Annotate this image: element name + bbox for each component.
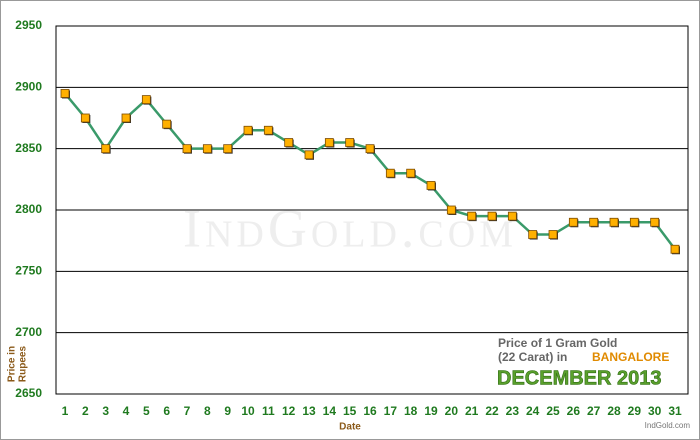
x-tick-label: 27 <box>587 404 601 418</box>
annotation-city: BANGALORE <box>592 350 669 364</box>
y-tick-label: 2650 <box>15 386 42 400</box>
y-tick-label: 2800 <box>15 202 42 216</box>
marker <box>263 125 273 135</box>
x-tick-label: 11 <box>262 404 275 418</box>
marker <box>507 211 517 221</box>
marker <box>528 230 538 239</box>
y-tick-label: 2900 <box>15 80 42 94</box>
marker <box>324 138 334 147</box>
watermark: IndGold.com <box>183 198 517 258</box>
x-tick-label: 18 <box>404 404 418 418</box>
marker <box>568 217 578 227</box>
y-axis-label: Rupees <box>18 346 29 383</box>
x-tick-label: 23 <box>506 404 520 418</box>
marker <box>80 113 90 123</box>
marker <box>406 168 416 178</box>
x-tick-label: 22 <box>485 404 499 418</box>
marker <box>467 211 477 221</box>
x-tick-label: 31 <box>668 404 682 418</box>
marker <box>141 95 151 104</box>
x-axis-label: Date <box>339 422 361 433</box>
x-tick-label: 5 <box>143 404 150 418</box>
y-tick-label: 2750 <box>15 264 42 278</box>
marker <box>589 217 599 227</box>
x-tick-label: 29 <box>628 404 642 418</box>
marker <box>365 144 375 154</box>
x-tick-label: 28 <box>607 404 621 418</box>
y-axis-label: Price in <box>7 346 18 382</box>
x-tick-label: 25 <box>546 404 560 418</box>
marker <box>121 113 131 123</box>
marker <box>60 89 70 98</box>
marker <box>629 217 639 227</box>
x-tick-label: 20 <box>445 404 459 418</box>
x-tick-label: 9 <box>224 404 231 418</box>
annotation-month: DECEMBER 2013 <box>497 367 662 389</box>
marker <box>101 144 111 154</box>
x-tick-label: 24 <box>526 404 540 418</box>
x-tick-label: 14 <box>323 404 337 418</box>
x-tick-label: 6 <box>163 404 170 418</box>
y-tick-label: 2950 <box>15 18 42 32</box>
marker <box>202 144 212 154</box>
marker <box>345 138 355 147</box>
marker <box>182 144 192 154</box>
marker <box>284 138 294 147</box>
x-tick-label: 12 <box>282 404 296 418</box>
x-tick-label: 21 <box>465 404 479 418</box>
x-tick-label: 17 <box>384 404 398 418</box>
y-tick-label: 2850 <box>15 141 42 155</box>
annotation-text: Price of 1 Gram Gold <box>498 336 617 350</box>
marker <box>548 230 558 239</box>
x-tick-label: 13 <box>302 404 316 418</box>
x-tick-label: 7 <box>184 404 191 418</box>
marker <box>609 217 619 227</box>
marker <box>670 244 680 254</box>
marker <box>426 181 436 190</box>
marker <box>223 144 233 154</box>
annotation-box: Price of 1 Gram Gold (22 Carat) in BANGA… <box>492 334 684 392</box>
marker <box>304 150 314 160</box>
marker <box>243 125 253 135</box>
x-tick-label: 3 <box>102 404 109 418</box>
x-tick-label: 4 <box>123 404 130 418</box>
x-tick-label: 26 <box>567 404 581 418</box>
x-tick-label: 1 <box>62 404 69 418</box>
y-tick-label: 2700 <box>15 325 42 339</box>
x-tick-label: 30 <box>648 404 662 418</box>
x-tick-label: 19 <box>424 404 438 418</box>
annotation-bg <box>492 334 684 392</box>
x-tick-label: 8 <box>204 404 211 418</box>
marker <box>650 217 660 227</box>
x-tick-label: 10 <box>241 404 255 418</box>
marker <box>162 119 172 129</box>
x-tick-label: 2 <box>82 404 89 418</box>
x-tick-label: 15 <box>343 404 357 418</box>
marker <box>487 211 497 221</box>
marker <box>446 205 456 215</box>
annotation-text: (22 Carat) in <box>498 350 567 364</box>
site-label: IndGold.com <box>645 421 691 430</box>
x-tick-label: 16 <box>363 404 377 418</box>
marker <box>385 168 395 178</box>
